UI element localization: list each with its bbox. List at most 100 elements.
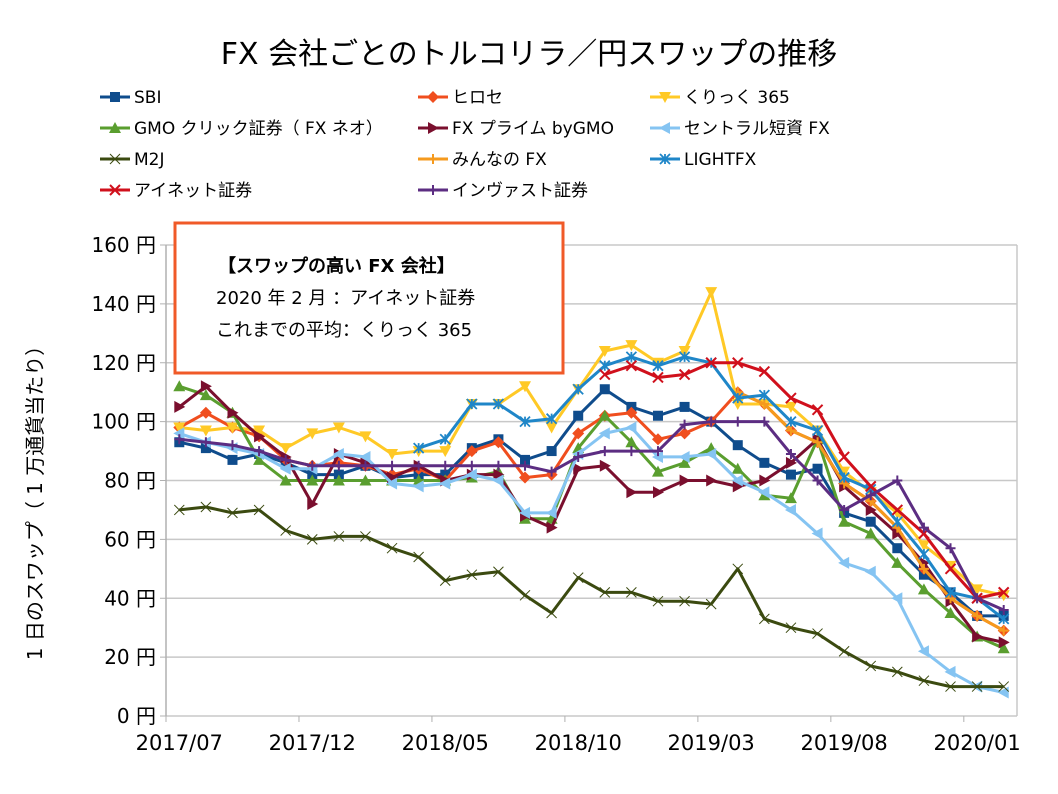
data-point — [918, 522, 929, 533]
x-tick-label: 2017/12 — [269, 731, 356, 755]
x-tick-label: 2019/03 — [668, 731, 755, 755]
legend-label: GMO クリック証券（ FX ネオ） — [134, 119, 383, 139]
data-point — [412, 480, 424, 493]
y-tick-label: 40 円 — [104, 586, 156, 610]
data-point — [732, 416, 743, 427]
data-point — [998, 636, 1010, 649]
data-point — [200, 501, 212, 513]
data-point — [944, 586, 957, 598]
data-point — [333, 531, 345, 542]
data-point — [811, 424, 824, 437]
data-point — [944, 606, 957, 618]
data-point — [838, 471, 850, 484]
data-point — [227, 406, 239, 419]
data-point — [386, 449, 399, 461]
data-point — [626, 587, 637, 598]
y-tick-label: 60 円 — [104, 527, 156, 551]
data-point — [892, 543, 903, 554]
data-point — [652, 486, 664, 499]
data-point — [200, 380, 212, 393]
data-point — [573, 410, 584, 421]
legend-label: くりっく 365 — [684, 88, 790, 108]
x-axis: 2017/07 2017/12 2018/05 2018/10 2019/03 2019/… — [136, 716, 1021, 755]
data-point — [466, 398, 478, 410]
x-tick-label: 2020/01 — [933, 731, 1020, 755]
data-point — [519, 471, 532, 484]
data-point — [971, 584, 984, 596]
data-point — [997, 642, 1010, 654]
data-point — [732, 480, 744, 493]
annotation-line-average: これまでの平均：くりっく 365 — [216, 320, 472, 341]
data-point — [784, 503, 796, 516]
legend-label: M2J — [134, 150, 165, 170]
data-point — [173, 422, 186, 434]
data-point — [254, 430, 266, 443]
data-point — [839, 504, 850, 515]
legend-item: セントラル短資 FX — [650, 119, 830, 139]
data-point — [519, 506, 531, 519]
data-point — [360, 531, 371, 542]
legend-label: アイネット証券 — [134, 181, 252, 201]
data-point — [492, 436, 505, 449]
annotation-line-current: 2020 年 2 月 ：アイネット証券 — [216, 288, 475, 309]
y-tick-label: 100 円 — [91, 410, 156, 434]
legend-item: GMO クリック証券（ FX ネオ） — [100, 119, 383, 139]
legend-label: FX プライム byGMO — [452, 119, 614, 139]
y-tick-label: 160 円 — [91, 233, 156, 257]
series-6 — [173, 501, 1010, 692]
legend-label: セントラル短資 FX — [684, 119, 830, 139]
legend-label: LIGHTFX — [684, 150, 757, 170]
data-point — [173, 380, 186, 392]
data-point — [891, 556, 904, 568]
legend-marker — [428, 154, 438, 164]
data-point — [227, 454, 238, 465]
data-point — [200, 437, 211, 448]
data-point — [652, 595, 664, 607]
data-point — [892, 475, 903, 486]
data-point — [492, 474, 504, 487]
data-point — [439, 477, 451, 490]
data-point — [599, 446, 610, 457]
legend-item: M2J — [100, 150, 165, 170]
data-point — [625, 351, 638, 363]
data-point — [812, 475, 823, 486]
data-point — [465, 468, 477, 481]
data-point — [173, 504, 185, 516]
legend-item: インヴァスト証券 — [418, 181, 588, 201]
data-point — [891, 504, 904, 516]
data-point — [678, 351, 691, 363]
data-point — [174, 400, 186, 413]
x-tick-label: 2018/05 — [402, 731, 489, 755]
series-10 — [174, 416, 1009, 616]
data-point — [307, 460, 318, 471]
legend-marker — [659, 92, 671, 103]
data-point — [651, 450, 663, 463]
data-point — [971, 681, 983, 692]
data-point — [572, 572, 584, 583]
data-point — [784, 401, 797, 413]
series-line — [179, 505, 1004, 689]
x-tick-label: 2019/08 — [801, 731, 888, 755]
data-point — [174, 434, 185, 445]
data-point — [598, 427, 610, 440]
data-point — [679, 474, 691, 487]
data-point — [652, 446, 663, 457]
data-point — [997, 586, 1010, 599]
x-tick-label: 2017/07 — [136, 731, 223, 755]
data-point — [306, 534, 318, 545]
data-point — [785, 415, 797, 428]
data-point — [332, 422, 345, 434]
y-tick-label: 140 円 — [91, 292, 156, 316]
data-point — [811, 527, 823, 540]
data-point — [785, 456, 797, 469]
data-point — [599, 360, 611, 372]
data-point — [546, 607, 557, 619]
data-point — [439, 433, 451, 445]
data-point — [598, 345, 611, 357]
data-point — [545, 422, 558, 434]
legend-item: アイネット証券 — [100, 181, 252, 201]
data-point — [732, 440, 743, 451]
data-point — [917, 540, 930, 552]
data-point — [838, 515, 851, 527]
data-point — [945, 543, 956, 554]
